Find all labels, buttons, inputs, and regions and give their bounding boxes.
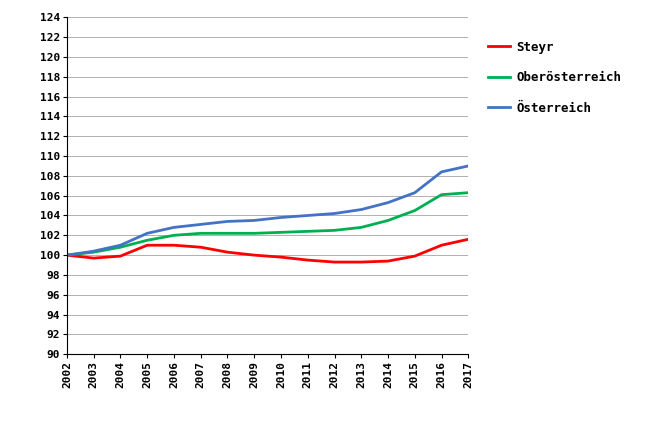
Legend: Steyr, Oberösterreich, Österreich: Steyr, Oberösterreich, Österreich <box>488 41 622 115</box>
